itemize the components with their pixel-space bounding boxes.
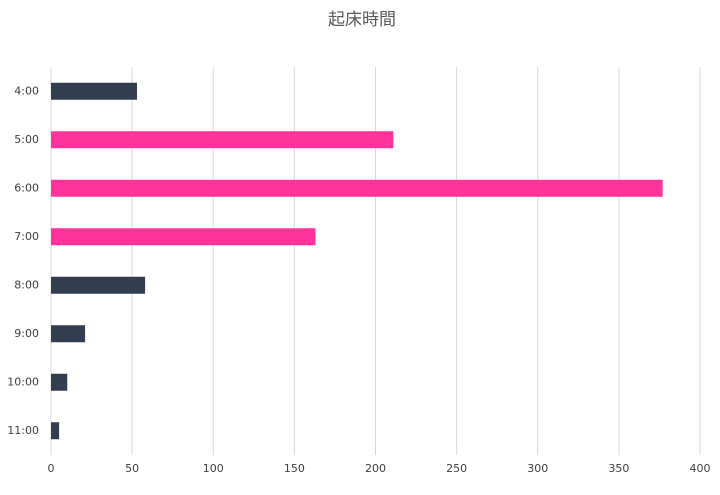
x-tick-label: 100 — [203, 462, 224, 475]
y-tick-label: 7:00 — [14, 230, 39, 243]
chart-title: 起床時間 — [328, 10, 396, 30]
y-tick-label: 11:00 — [7, 424, 39, 437]
x-tick-label: 50 — [125, 462, 139, 475]
bar — [51, 82, 137, 100]
y-tick-label: 8:00 — [14, 278, 39, 291]
y-tick-label: 4:00 — [14, 84, 39, 97]
x-tick-label: 0 — [48, 462, 55, 475]
x-tick-label: 400 — [690, 462, 711, 475]
bar — [51, 276, 146, 294]
bar — [51, 228, 316, 246]
bar — [51, 131, 394, 149]
bar — [51, 325, 86, 343]
x-tick-label: 300 — [527, 462, 548, 475]
x-tick-label: 200 — [365, 462, 386, 475]
y-tick-label: 5:00 — [14, 133, 39, 146]
bar — [51, 179, 663, 197]
bar — [51, 373, 68, 391]
y-tick-label: 9:00 — [14, 327, 39, 340]
x-tick-label: 250 — [446, 462, 467, 475]
y-tick-label: 6:00 — [14, 181, 39, 194]
x-tick-label: 150 — [284, 462, 305, 475]
y-tick-label: 10:00 — [7, 375, 39, 388]
x-tick-label: 350 — [608, 462, 629, 475]
bar — [51, 422, 60, 440]
